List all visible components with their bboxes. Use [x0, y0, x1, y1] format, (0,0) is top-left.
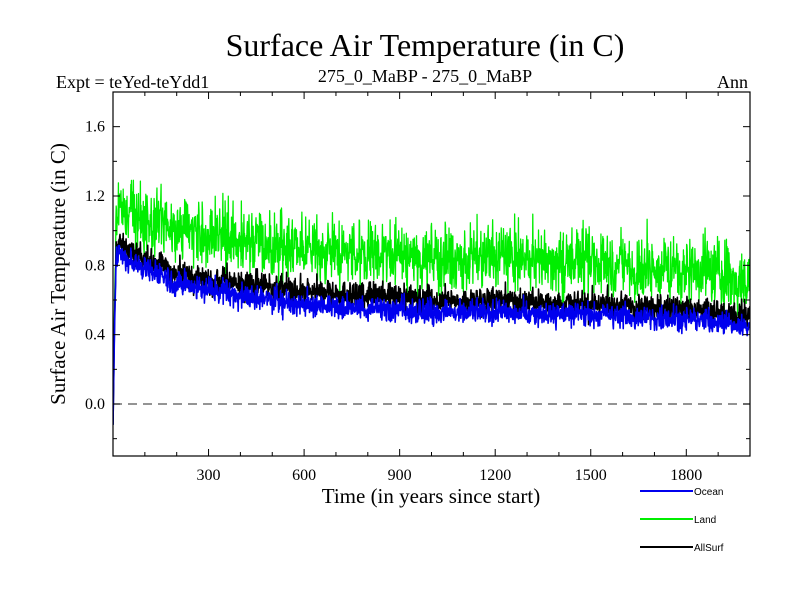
- legend-label-land: Land: [694, 515, 716, 526]
- y-axis-label: Surface Air Temperature (in C): [46, 143, 70, 405]
- axes: 300 600 900 1200 1500 1800 0.0 0.4 0.8 1.2 1.6: [85, 91, 750, 484]
- y-tick-label: 1.2: [85, 188, 105, 205]
- chart-subtitle-center: 275_0_MaBP - 275_0_MaBP: [318, 66, 532, 86]
- legend-label-allsurf: AllSurf: [694, 543, 724, 554]
- legend: Ocean Land AllSurf: [640, 487, 724, 554]
- y-tick-label: 0.8: [85, 257, 105, 274]
- x-axis-label: Time (in years since start): [322, 484, 541, 508]
- y-tick-label: 1.6: [85, 119, 105, 136]
- plot-area: [113, 179, 750, 425]
- chart-title: Surface Air Temperature (in C): [226, 27, 625, 63]
- y-tick-label: 0.0: [85, 396, 105, 413]
- chart-subtitle-right: Ann: [717, 72, 748, 92]
- x-tick-label: 300: [197, 467, 221, 484]
- x-tick-label: 1800: [670, 467, 702, 484]
- series-line-land: [113, 179, 750, 425]
- x-tick-label: 900: [388, 467, 412, 484]
- y-tick-label: 0.4: [85, 327, 105, 344]
- series-line-ocean: [113, 244, 750, 425]
- x-tick-label: 1500: [575, 467, 607, 484]
- legend-label-ocean: Ocean: [694, 487, 723, 498]
- x-tick-label: 600: [292, 467, 316, 484]
- x-tick-label: 1200: [479, 467, 511, 484]
- chart-subtitle-left: Expt = teYed-teYdd1: [56, 72, 209, 92]
